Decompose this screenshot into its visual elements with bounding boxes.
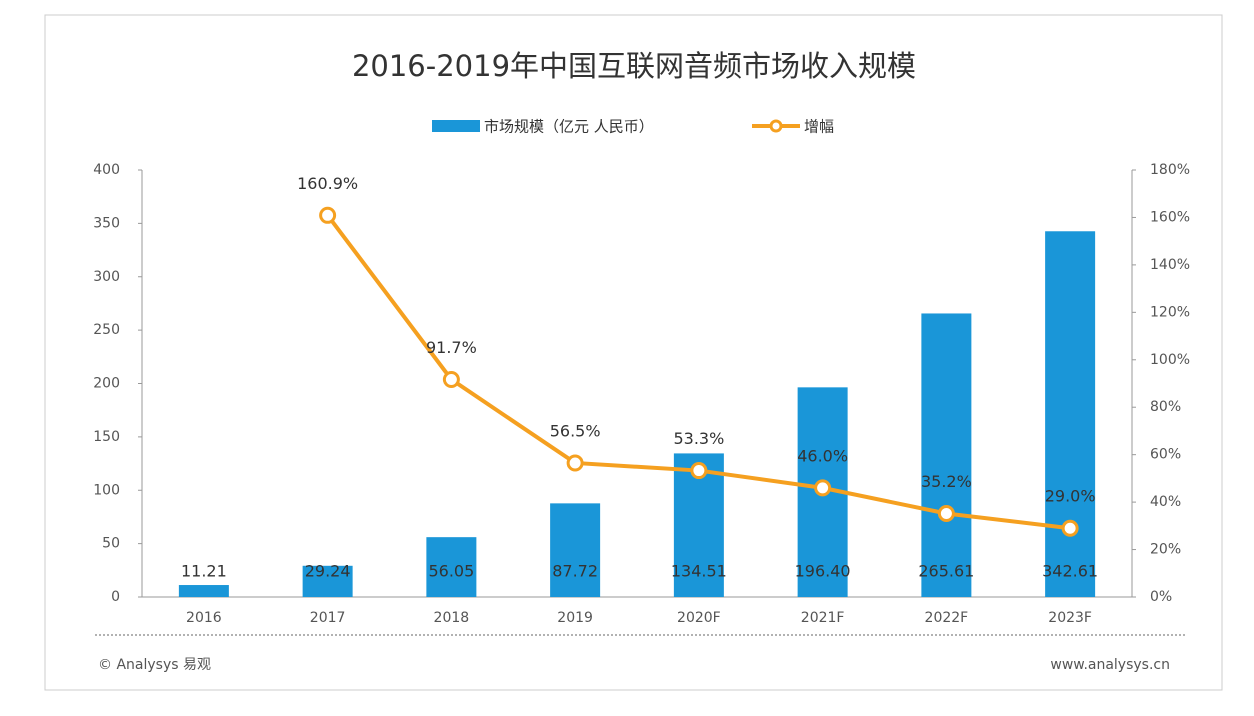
website: www.analysys.cn <box>1050 657 1170 673</box>
x-tick-label: 2023F <box>1048 610 1092 626</box>
y-tick-label: 350 <box>93 215 120 231</box>
line-marker <box>814 479 832 497</box>
x-tick-label: 2018 <box>434 610 470 626</box>
chart-title: 2016-2019年中国互联网音频市场收入规模 <box>352 49 916 83</box>
legend-label: 市场规模（亿元 人民币） <box>484 118 654 136</box>
y-tick-label: 200 <box>93 376 120 392</box>
bar <box>921 313 972 597</box>
y-tick-label: 400 <box>93 162 120 178</box>
bar-value-label: 56.05 <box>428 562 474 581</box>
line-marker <box>937 504 955 522</box>
frame <box>44 14 1223 691</box>
bar-value-label: 29.24 <box>305 562 351 581</box>
bar-value-label: 265.61 <box>918 562 974 581</box>
x-tick-label: 2016 <box>186 610 222 626</box>
source: © Analysys 易观 <box>98 657 211 673</box>
bar-value-label: 196.40 <box>795 562 851 581</box>
y-tick-label: 50 <box>102 536 120 552</box>
y-tick-label: 150 <box>93 429 120 445</box>
bar <box>550 503 601 597</box>
y-tick-label: 300 <box>93 269 120 285</box>
line-value-label: 160.9% <box>297 174 358 193</box>
legend-marker <box>769 119 783 133</box>
y-tick-label: 100 <box>93 482 120 498</box>
y2-tick-label: 20% <box>1150 542 1181 558</box>
bar <box>178 585 229 597</box>
legend-label: 增幅 <box>804 118 834 136</box>
line-value-label: 46.0% <box>797 446 848 465</box>
line-marker <box>690 462 708 480</box>
bar <box>302 565 353 597</box>
line-value-label: 29.0% <box>1045 487 1096 506</box>
bar-value-label: 342.61 <box>1042 562 1098 581</box>
y-tick-label: 0 <box>111 589 120 605</box>
y2-tick-label: 80% <box>1150 399 1181 415</box>
y2-tick-label: 120% <box>1150 304 1190 320</box>
bar-value-label: 87.72 <box>552 562 598 581</box>
bar-value-label: 11.21 <box>181 562 227 581</box>
bar <box>1045 231 1096 597</box>
bar <box>426 537 477 597</box>
x-tick-label: 2019 <box>557 610 593 626</box>
x-tick-label: 2021F <box>801 610 845 626</box>
y-tick-label: 250 <box>93 322 120 338</box>
y2-tick-label: 0% <box>1150 589 1172 605</box>
line-marker <box>1061 519 1079 537</box>
y2-tick-label: 60% <box>1150 447 1181 463</box>
line-value-label: 53.3% <box>673 429 724 448</box>
y2-tick-label: 160% <box>1150 209 1190 225</box>
line-value-label: 91.7% <box>426 338 477 357</box>
bar-value-label: 134.51 <box>671 562 727 581</box>
y2-tick-label: 100% <box>1150 352 1190 368</box>
y2-tick-label: 140% <box>1150 257 1190 273</box>
line-marker <box>319 206 337 224</box>
line-marker <box>442 370 460 388</box>
line-value-label: 56.5% <box>550 421 601 440</box>
y2-tick-label: 40% <box>1150 494 1181 510</box>
legend-swatch <box>432 120 480 132</box>
y2-tick-label: 180% <box>1150 162 1190 178</box>
x-tick-label: 2022F <box>925 610 969 626</box>
x-tick-label: 2020F <box>677 610 721 626</box>
line-marker <box>566 454 584 472</box>
x-tick-label: 2017 <box>310 610 346 626</box>
line-value-label: 35.2% <box>921 472 972 491</box>
